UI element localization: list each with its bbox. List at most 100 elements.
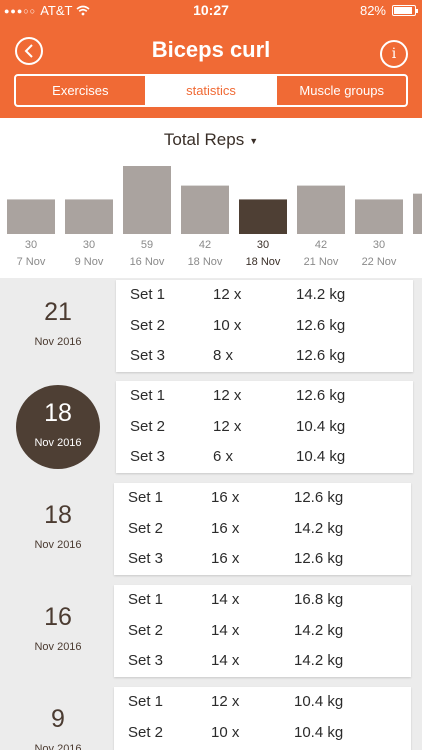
battery-icon bbox=[392, 5, 418, 16]
set-name: Set 2 bbox=[128, 621, 164, 639]
bar-value-label: 42 bbox=[315, 239, 327, 251]
bar-date-label: 18 Nov bbox=[188, 256, 223, 268]
chart-bar[interactable] bbox=[355, 199, 403, 234]
set-weight: 10.4 kg bbox=[296, 448, 346, 465]
set-name: Set 2 bbox=[128, 723, 164, 741]
bar-date-label: 7 Nov bbox=[17, 256, 46, 268]
bar-date-label: 18 Nov bbox=[246, 256, 281, 268]
tab-exercises[interactable]: Exercises bbox=[16, 76, 147, 105]
set-row: Set 3 6 x 10.4 kg bbox=[116, 442, 413, 472]
set-row: Set 3 14 x 14.2 kg bbox=[114, 646, 411, 676]
info-icon: i bbox=[391, 46, 397, 62]
set-weight: 14.2 kg bbox=[294, 652, 344, 669]
set-reps: 10 x bbox=[213, 316, 242, 334]
tab-muscle-groups[interactable]: Muscle groups bbox=[299, 83, 384, 98]
set-weight: 12.6 kg bbox=[294, 550, 344, 567]
set-row: Set 3 8 x 12.6 kg bbox=[116, 341, 413, 371]
set-weight: 12.6 kg bbox=[296, 347, 346, 364]
set-reps: 14 x bbox=[211, 621, 240, 639]
set-reps: 12 x bbox=[213, 387, 242, 404]
set-row: Set 2 16 x 14.2 kg bbox=[114, 514, 411, 544]
set-name: Set 1 bbox=[128, 591, 164, 608]
set-reps: 16 x bbox=[211, 519, 240, 537]
chart-bar[interactable] bbox=[65, 199, 113, 234]
set-weight: 10.4 kg bbox=[294, 693, 344, 710]
set-weight: 16.8 kg bbox=[294, 591, 344, 608]
set-reps: 10 x bbox=[211, 723, 240, 741]
set-reps: 6 x bbox=[213, 448, 234, 465]
status-bar: ●●●○○ AT&T 10:27 82% bbox=[0, 0, 422, 20]
date-day: 16 bbox=[44, 603, 72, 631]
session-date[interactable]: 9 Nov 2016 bbox=[16, 691, 100, 750]
session-entry[interactable]: 9 Nov 2016 Set 1 12 x 10.4 kg Set 2 10 x 10.4 k… bbox=[0, 687, 422, 750]
signal-icon: ●●●○○ bbox=[4, 5, 37, 16]
bar-date-label: 16 Nov bbox=[130, 256, 165, 268]
set-name: Set 1 bbox=[128, 489, 164, 506]
info-button[interactable]: i bbox=[380, 40, 408, 68]
session-entry[interactable]: 21 Nov 2016 Set 1 12 x 14.2 kg Set 2 10 x 12.6 … bbox=[0, 280, 422, 372]
date-day: 21 bbox=[44, 298, 72, 326]
date-day: 18 bbox=[44, 399, 72, 427]
session-entry[interactable]: 18 Nov 2016 Set 1 16 x 12.6 kg Set 2 16 x 14.2 … bbox=[0, 483, 422, 575]
set-name: Set 1 bbox=[128, 693, 164, 710]
set-reps: 12 x bbox=[213, 286, 242, 303]
wifi-icon bbox=[76, 5, 90, 16]
bar-date-label: 9 Nov bbox=[75, 256, 104, 268]
set-row: Set 2 10 x 10.4 kg bbox=[114, 718, 411, 748]
session-date[interactable]: 18 Nov 2016 bbox=[16, 385, 100, 469]
set-name: Set 2 bbox=[130, 417, 166, 435]
battery-fill bbox=[394, 7, 413, 14]
set-weight: 12.6 kg bbox=[296, 316, 346, 334]
set-row: Set 1 16 x 12.6 kg bbox=[114, 483, 411, 513]
session-date[interactable]: 18 Nov 2016 bbox=[16, 487, 100, 571]
set-name: Set 3 bbox=[128, 550, 164, 567]
date-month-year: Nov 2016 bbox=[34, 539, 82, 551]
header-bar: ●●●○○ AT&T 10:27 82% Biceps curl i Exerc… bbox=[0, 0, 422, 118]
set-name: Set 2 bbox=[130, 316, 166, 334]
page-title: Biceps curl bbox=[151, 37, 271, 62]
set-row: Set 2 14 x 14.2 kg bbox=[114, 616, 411, 646]
tab-statistics[interactable]: statistics bbox=[146, 76, 278, 105]
metric-label: Total Reps bbox=[163, 130, 245, 149]
set-reps: 12 x bbox=[211, 693, 240, 710]
chart-bar[interactable] bbox=[7, 199, 55, 234]
sets-card: Set 1 16 x 12.6 kg Set 2 16 x 14.2 kg Set 3 16 … bbox=[114, 483, 411, 575]
set-row: Set 1 12 x 10.4 kg bbox=[114, 687, 411, 717]
chart-bar[interactable] bbox=[123, 166, 171, 234]
set-weight: 14.2 kg bbox=[294, 519, 344, 537]
set-weight: 10.4 kg bbox=[294, 723, 344, 741]
metric-selector[interactable]: Total Reps ▼ bbox=[0, 130, 422, 150]
bar-value-label: 30 bbox=[25, 239, 37, 251]
bar-value-label: 30 bbox=[83, 239, 95, 251]
carrier-label: AT&T bbox=[40, 3, 73, 18]
set-name: Set 2 bbox=[128, 519, 164, 537]
session-date[interactable]: 16 Nov 2016 bbox=[16, 589, 100, 673]
bar-value-label: 42 bbox=[199, 239, 211, 251]
session-entry[interactable]: 16 Nov 2016 Set 1 14 x 16.8 kg Set 2 14 x 14.2 … bbox=[0, 585, 422, 677]
set-row: Set 1 14 x 16.8 kg bbox=[114, 585, 411, 615]
session-entry[interactable]: 18 Nov 2016 Set 1 12 x 12.6 kg Set 2 12 x 10.4 … bbox=[0, 381, 422, 473]
set-row: Set 2 12 x 10.4 kg bbox=[116, 412, 413, 442]
set-reps: 16 x bbox=[211, 489, 240, 506]
set-reps: 8 x bbox=[213, 347, 234, 364]
date-month-year: Nov 2016 bbox=[34, 743, 82, 750]
sets-card: Set 1 14 x 16.8 kg Set 2 14 x 14.2 kg Set 3 14 … bbox=[114, 585, 411, 677]
set-name: Set 1 bbox=[130, 387, 166, 404]
bar-value-label: 30 bbox=[373, 239, 385, 251]
chart-bar[interactable] bbox=[239, 199, 287, 234]
date-day: 18 bbox=[44, 501, 72, 529]
sets-card: Set 1 12 x 10.4 kg Set 2 10 x 10.4 kg bbox=[114, 687, 411, 750]
set-row: Set 3 16 x 12.6 kg bbox=[114, 544, 411, 574]
chart-bar[interactable] bbox=[181, 185, 229, 234]
chart-bar[interactable] bbox=[297, 185, 345, 234]
back-button[interactable] bbox=[15, 37, 43, 65]
set-name: Set 3 bbox=[130, 347, 166, 364]
chart-bar[interactable] bbox=[413, 193, 422, 234]
reps-bar-chart: 30 7 Nov 30 9 Nov 59 16 Nov 42 18 Nov 30 18 Nov 42… bbox=[7, 166, 422, 268]
set-row: Set 1 12 x 12.6 kg bbox=[116, 381, 413, 411]
set-name: Set 3 bbox=[130, 448, 166, 465]
set-name: Set 1 bbox=[130, 286, 166, 303]
session-date[interactable]: 21 Nov 2016 bbox=[16, 284, 100, 368]
set-reps: 14 x bbox=[211, 591, 240, 608]
set-weight: 12.6 kg bbox=[296, 387, 346, 404]
